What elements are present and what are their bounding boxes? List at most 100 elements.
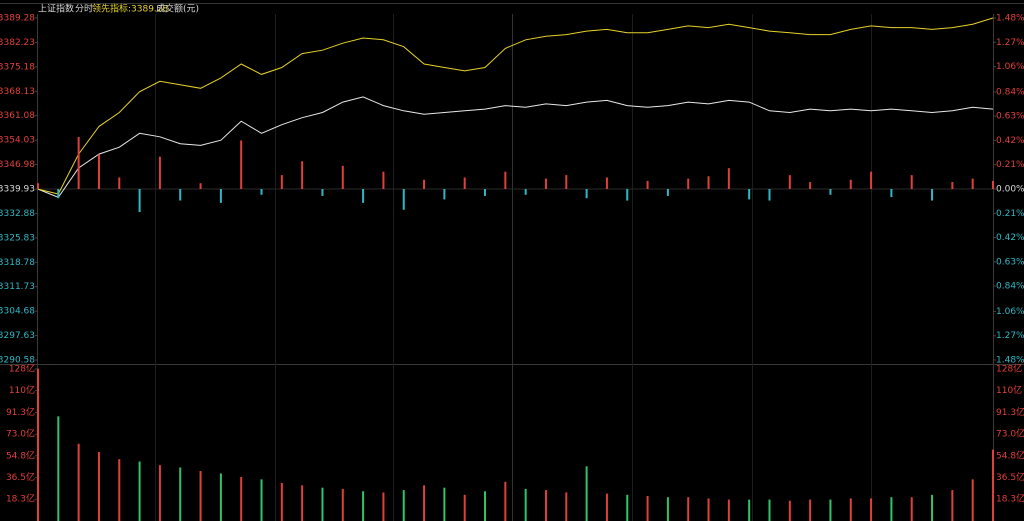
y-tick-label: 3354.03 <box>0 136 35 146</box>
y-tick-label: 3361.08 <box>0 111 35 121</box>
change-bar <box>666 189 669 196</box>
change-bar <box>727 168 730 189</box>
change-bar <box>382 171 385 189</box>
y-tick-label: 3332.88 <box>0 209 35 219</box>
y-tick-label: 3339.93 <box>0 185 35 195</box>
y-tick-label-right: 18.3亿 <box>996 493 1024 505</box>
change-bar <box>788 175 791 189</box>
y2-tick-label: 0.63% <box>996 257 1024 267</box>
y2-tick-label: 1.27% <box>996 331 1024 341</box>
volume-bar <box>97 452 100 521</box>
change-bar <box>504 171 507 189</box>
change-bar <box>484 189 487 196</box>
y2-tick-label: 0.63% <box>996 112 1024 122</box>
volume-bar <box>544 490 547 521</box>
mode[interactable]: 分时 <box>75 3 93 15</box>
volume-bar <box>382 492 385 521</box>
y-tick-label-right: 128亿 <box>996 363 1022 375</box>
y-tick-label-right: 110亿 <box>996 384 1022 396</box>
volume-bar <box>707 498 710 521</box>
change-bar <box>626 189 629 201</box>
y-tick-label: 128亿 <box>9 363 35 375</box>
change-bar <box>748 189 751 200</box>
y2-tick-label: 0.00% <box>996 185 1024 195</box>
y2-tick-label: 0.42% <box>996 233 1024 243</box>
change-bar <box>341 165 344 189</box>
change-bar <box>423 179 426 189</box>
index-name[interactable]: 上证指数 <box>38 3 74 15</box>
y-tick-label: 3368.13 <box>0 87 35 97</box>
volume-bar <box>910 497 913 521</box>
change-bar <box>179 189 182 201</box>
y2-tick-label: 0.21% <box>996 209 1024 219</box>
y-tick-label-right: 91.3亿 <box>996 406 1024 418</box>
volume-bar <box>687 497 690 521</box>
y-tick-label: 36.5亿 <box>6 471 35 483</box>
volume-bar <box>809 499 812 521</box>
change-bar <box>910 175 913 189</box>
volume-bar <box>605 493 608 521</box>
y-tick-label: 3382.23 <box>0 38 35 48</box>
y-tick-label: 18.3亿 <box>6 493 35 505</box>
y-tick-label: 3290.58 <box>0 356 35 366</box>
y-tick-label: 3389.28 <box>0 14 35 24</box>
volume-bar <box>219 473 222 521</box>
volume-bar <box>240 476 243 521</box>
y-tick-label: 3375.18 <box>0 62 35 72</box>
change-bar <box>605 177 608 189</box>
y2-tick-label: 1.48% <box>996 14 1024 24</box>
change-bar <box>544 178 547 189</box>
volume-bar <box>321 487 324 521</box>
change-bar <box>219 189 222 203</box>
change-bar <box>240 140 243 189</box>
volume-bar <box>484 491 487 521</box>
change-bar <box>321 189 324 196</box>
change-bar <box>849 179 852 189</box>
change-bar <box>687 178 690 189</box>
y2-tick-label: 0.21% <box>996 160 1024 170</box>
volume-bar <box>890 497 893 521</box>
y-tick-label: 54.8亿 <box>6 449 35 461</box>
y-tick-label-right: 54.8亿 <box>996 449 1024 461</box>
volume-bar <box>788 500 791 521</box>
change-bar <box>280 175 283 189</box>
volume-bar <box>260 479 263 521</box>
y-tick-label: 110亿 <box>9 384 35 396</box>
change-bar <box>829 189 832 195</box>
volume-bar <box>158 465 161 521</box>
volume-bar <box>727 499 730 521</box>
volume-bar <box>646 496 649 521</box>
y-tick-label-right: 73.0亿 <box>996 428 1024 440</box>
y-tick-label: 3346.98 <box>0 160 35 170</box>
y-tick-label: 3297.63 <box>0 331 35 341</box>
volume-bar <box>37 368 39 521</box>
change-bar <box>524 189 527 195</box>
volume-bar <box>362 491 365 521</box>
change-bar <box>585 189 588 199</box>
volume-bar <box>829 499 832 521</box>
y2-tick-label: 0.42% <box>996 136 1024 146</box>
volume-bar <box>971 479 974 521</box>
y-tick-label: 3311.73 <box>0 282 35 292</box>
turnover-label: 成交额(元) <box>156 3 199 15</box>
volume-bar <box>870 498 873 521</box>
y-tick-label: 3325.83 <box>0 233 35 243</box>
y2-tick-label: 1.06% <box>996 62 1024 72</box>
volume-bar <box>524 488 527 521</box>
volume-bar <box>666 497 669 521</box>
change-bar <box>565 175 568 189</box>
change-bar <box>931 189 934 201</box>
y2-tick-label: 0.84% <box>996 282 1024 292</box>
y-tick-label: 3318.78 <box>0 258 35 268</box>
change-bar <box>443 189 446 200</box>
y2-tick-label: 1.48% <box>996 356 1024 366</box>
volume-bar <box>626 494 629 521</box>
change-bar <box>199 183 202 189</box>
change-bar <box>402 189 405 210</box>
y2-tick-label: 0.84% <box>996 87 1024 97</box>
volume-bar <box>768 499 771 521</box>
y-tick-label: 3304.68 <box>0 307 35 317</box>
change-bar <box>463 177 466 189</box>
volume-bar <box>951 490 954 521</box>
